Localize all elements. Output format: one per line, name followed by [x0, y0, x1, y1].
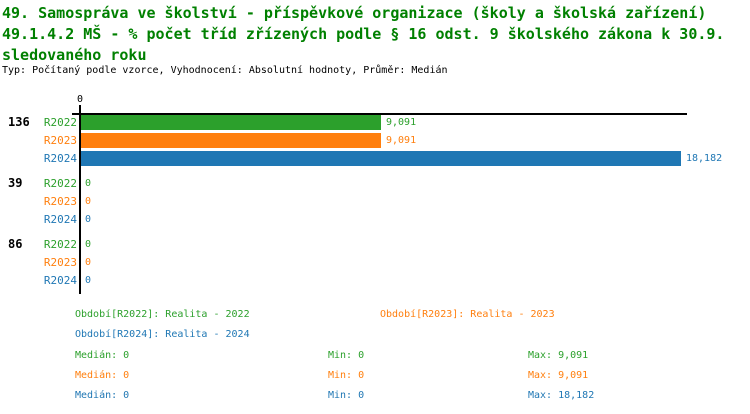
stat-max-r2024: Max: 18,182 — [528, 390, 595, 401]
stat-max-r2023: Max: 9,091 — [528, 370, 589, 381]
stat-median-r2024: Medián: 0 — [75, 390, 130, 401]
stat-min-r2024: Min: 0 — [328, 390, 365, 401]
legend-item-r2022: Období[R2022]: Realita - 2022 — [75, 309, 250, 320]
bar-r2023 — [81, 133, 381, 148]
series-label-r2022: R2022 — [43, 116, 77, 129]
series-label-r2022: R2022 — [43, 238, 77, 251]
bar-r2024 — [81, 151, 681, 166]
bar-value-label: 0 — [85, 257, 92, 268]
y-axis-line — [79, 113, 81, 294]
page-title-line-1: 49. Samospráva ve školství - příspěvkové… — [2, 4, 707, 22]
stat-min-r2023: Min: 0 — [328, 370, 365, 381]
stat-min-r2022: Min: 0 — [328, 350, 365, 361]
stat-median-r2022: Medián: 0 — [75, 350, 130, 361]
page-title-line-2: 49.1.4.2 MŠ - % počet tříd zřízených pod… — [2, 25, 725, 43]
group-label: 86 — [8, 237, 23, 251]
bar-value-label: 9,091 — [386, 135, 417, 146]
legend-item-r2023: Období[R2023]: Realita - 2023 — [380, 309, 555, 320]
page-title-line-3: sledovaného roku — [2, 46, 147, 64]
series-label-r2022: R2022 — [43, 177, 77, 190]
series-label-r2024: R2024 — [43, 213, 77, 226]
bar-value-label: 0 — [85, 275, 92, 286]
bar-r2022 — [81, 115, 381, 130]
bar-value-label: 9,091 — [386, 117, 417, 128]
chart-meta-line: Typ: Počítaný podle vzorce, Vyhodnocení:… — [2, 65, 448, 76]
series-label-r2023: R2023 — [43, 256, 77, 269]
bar-value-label: 0 — [85, 196, 92, 207]
series-label-r2024: R2024 — [43, 152, 77, 165]
x-axis-tick-mark — [79, 105, 81, 114]
legend-item-r2024: Období[R2024]: Realita - 2024 — [75, 329, 250, 340]
x-axis-zero-tick-label: 0 — [76, 94, 84, 105]
bar-value-label: 0 — [85, 214, 92, 225]
stat-median-r2023: Medián: 0 — [75, 370, 130, 381]
bar-value-label: 0 — [85, 178, 92, 189]
bar-value-label: 18,182 — [686, 153, 723, 164]
x-axis-line — [72, 113, 687, 115]
bar-value-label: 0 — [85, 239, 92, 250]
series-label-r2023: R2023 — [43, 195, 77, 208]
stat-max-r2022: Max: 9,091 — [528, 350, 589, 361]
series-label-r2023: R2023 — [43, 134, 77, 147]
group-label: 39 — [8, 176, 23, 190]
series-label-r2024: R2024 — [43, 274, 77, 287]
group-label: 136 — [8, 115, 30, 129]
